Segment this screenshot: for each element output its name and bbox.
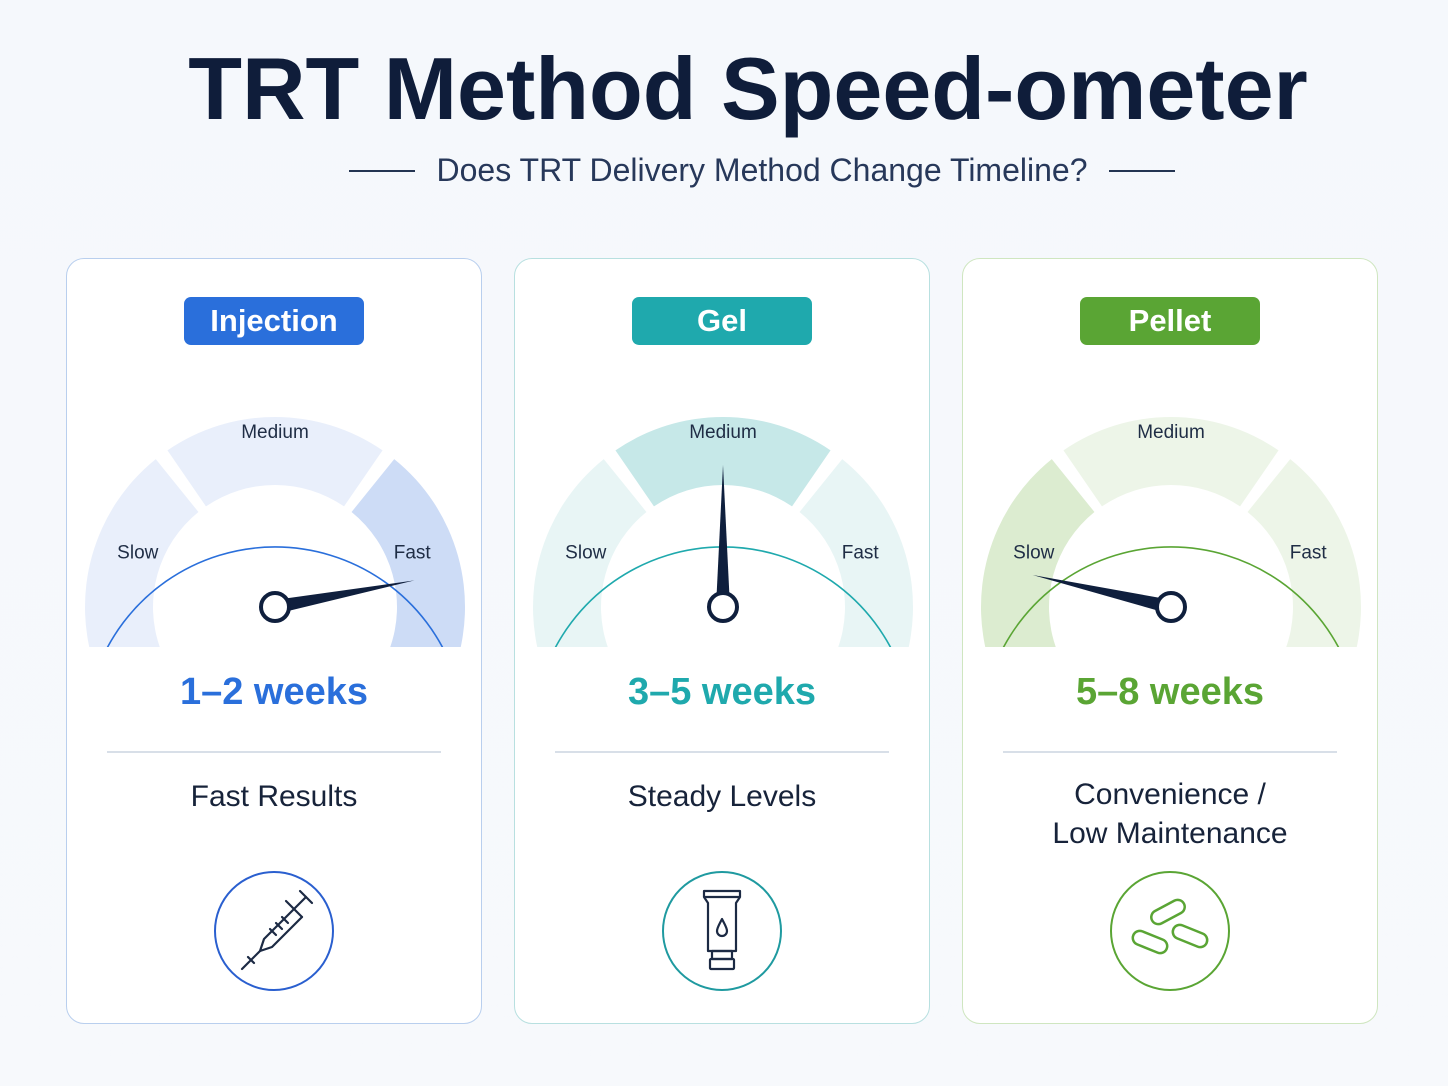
gauge-zone-medium [615,417,831,507]
benefit-text: Convenience / Low Maintenance [963,775,1377,853]
syringe-icon [214,871,334,991]
speed-gauge: Slow Medium Fast [85,417,465,647]
gauge-label-fast: Fast [842,543,880,564]
method-badge: Gel [632,297,812,345]
divider [555,751,889,753]
gauge-needle [1032,575,1173,614]
gauge-needle [716,465,730,607]
method-badge: Injection [184,297,364,345]
method-card-pellet: Pellet Slow Medium Fast 5–8 weeks Convenie… [962,258,1378,1024]
gauge-label-slow: Slow [1013,543,1054,564]
timeline-value: 5–8 weeks [1075,671,1265,713]
gauge-outline [1002,546,1340,647]
divider [107,751,441,753]
gauge-zone-slow [533,459,647,647]
gauge-zone-slow [85,459,199,647]
gauge-zone-fast [351,459,465,647]
gauge-outline [106,546,444,647]
gauge-zone-medium [167,417,383,507]
gauge-label-fast: Fast [394,543,432,564]
gauge-label-slow: Slow [565,543,606,564]
gauge-label-medium: Medium [1137,422,1205,443]
gauge-label-slow: Slow [117,543,158,564]
gauge-hub [707,591,739,623]
subtitle-rule-left [348,169,415,172]
gauge-label-medium: Medium [241,422,309,443]
method-badge: Pellet [1080,297,1260,345]
page-title: TRT Method Speed-ometer [188,39,1308,138]
gauge-zone-medium [1063,417,1279,507]
method-card-injection: Injection Slow Medium Fast 1–2 weeks Fast … [66,258,482,1024]
gauge-hub [259,591,291,623]
subtitle-row: Does TRT Delivery Method Change Timeline… [0,152,1448,189]
benefit-text: Steady Levels [515,777,929,816]
timeline-value: 1–2 weeks [179,671,369,713]
benefit-line: Convenience / [1074,778,1266,811]
subtitle: Does TRT Delivery Method Change Timeline… [436,152,1088,188]
gauge-zone-fast [1247,459,1361,647]
benefit-line: Low Maintenance [1052,817,1288,850]
benefit-line: Steady Levels [627,780,817,813]
method-card-gel: Gel Slow Medium Fast 3–5 weeks Steady Leve… [514,258,930,1024]
gauge-hub [1155,591,1187,623]
pellets-icon [1110,871,1230,991]
gauge-label-fast: Fast [1290,543,1328,564]
divider [1003,751,1337,753]
gauge-label-medium: Medium [689,422,757,443]
benefit-text: Fast Results [67,777,481,816]
benefit-line: Fast Results [190,780,358,813]
gauge-zone-fast [799,459,913,647]
gel-tube-icon [662,871,782,991]
subtitle-rule-right [1109,169,1176,172]
gauge-zone-slow [981,459,1095,647]
speed-gauge: Slow Medium Fast [981,417,1361,647]
gauge-needle [273,580,415,614]
speed-gauge: Slow Medium Fast [533,417,913,647]
timeline-value: 3–5 weeks [627,671,817,713]
